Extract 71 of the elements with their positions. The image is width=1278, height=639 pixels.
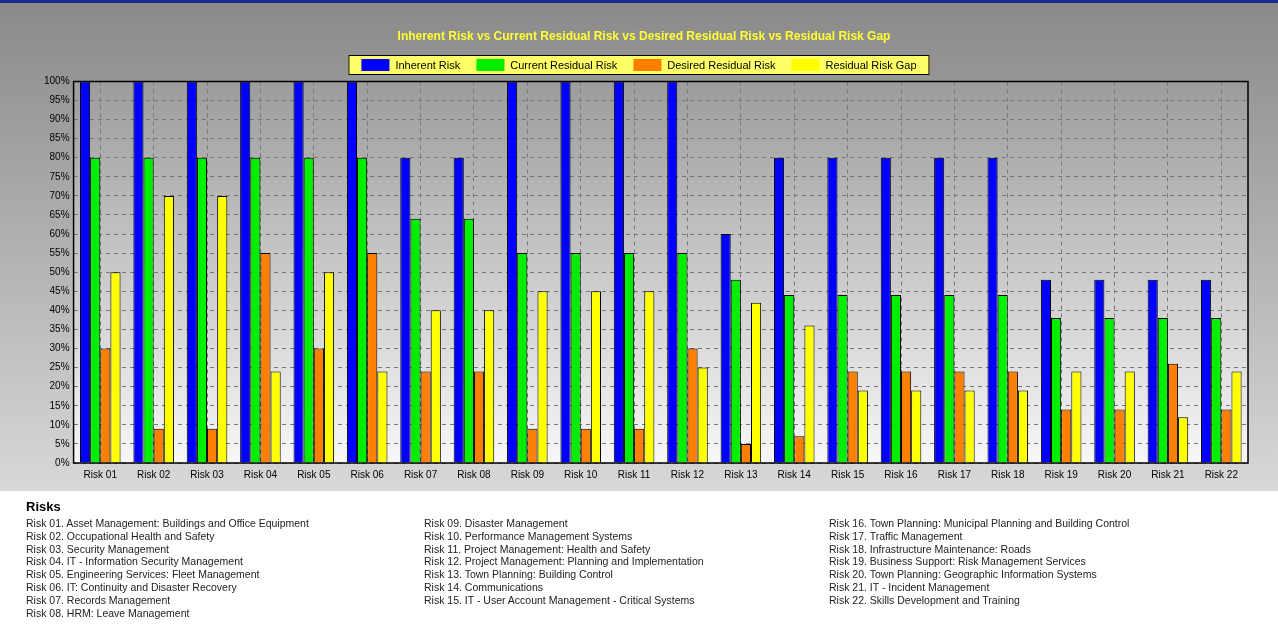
- text: Risk 07. Records Management: [26, 593, 172, 607]
- x-tick-label: Risk 06: [350, 468, 385, 480]
- y-tick-label: 10%: [49, 418, 70, 430]
- y-tick-label: 75%: [49, 170, 70, 182]
- text: Risk 20. Town Planning: Geographic Information Systems: [829, 568, 1098, 581]
- y-tick-label: 15%: [49, 399, 70, 411]
- x-tick-label: Risk 01: [83, 468, 118, 480]
- y-tick-label: 20%: [49, 380, 70, 392]
- text: Risk 03. Security Management: [26, 542, 170, 556]
- x-tick-label: Risk 15: [830, 468, 865, 480]
- y-tick-label: 95%: [49, 94, 70, 106]
- y-tick-label: 30%: [49, 342, 70, 354]
- x-tick-label: Risk 05: [297, 468, 331, 480]
- x-tick-label: Risk 07: [403, 468, 438, 480]
- x-tick-label: Risk 19: [1044, 468, 1079, 480]
- y-tick-label: 100%: [44, 75, 70, 87]
- text: Risk 02. Occupational Health and Safety: [26, 529, 216, 543]
- text: Risk 05. Engineering Services: Fleet Management: [26, 568, 261, 581]
- text: Risk 10. Performance Management Systems: [424, 529, 634, 543]
- y-tick-label: 90%: [49, 113, 70, 125]
- x-tick-label: Risk 20: [1097, 468, 1132, 480]
- text: Risk 19. Business Support: Risk Management Services: [829, 555, 1087, 569]
- x-tick-label: Risk 12: [670, 468, 705, 480]
- y-tick-label: 70%: [49, 189, 70, 201]
- text: Risk 11. Project Management: Health and Safety: [424, 542, 652, 556]
- y-tick-label: 80%: [49, 151, 70, 163]
- text: Risk 08. HRM: Leave Management: [26, 606, 191, 620]
- y-tick-label: 25%: [49, 361, 70, 373]
- y-tick-label: 65%: [49, 208, 70, 220]
- y-tick-label: 60%: [49, 227, 70, 239]
- y-tick-label: 5%: [55, 437, 70, 449]
- x-tick-label: Risk 10: [564, 468, 598, 480]
- x-tick-label: Risk 21: [1151, 468, 1186, 480]
- y-tick-label: 50%: [49, 265, 70, 277]
- text: Risk 04. IT - Information Security Management: [26, 555, 244, 569]
- text: Risk 12. Project Management: Planning and Implementation: [424, 555, 704, 569]
- x-tick-label: Risk 22: [1204, 468, 1239, 480]
- text: Risk 06. IT: Continuity and Disaster Recovery: [26, 580, 238, 594]
- x-tick-label: Risk 03: [190, 468, 225, 480]
- text: Risk 16. Town Planning: Municipal Planning and Building Control: [829, 517, 1130, 530]
- y-tick-label: 40%: [49, 304, 70, 316]
- text: Risk 09. Disaster Management: [424, 517, 569, 530]
- text: Risk 13. Town Planning: Building Control: [424, 568, 614, 581]
- text: Risk 18. Infrastructure Maintenance: Roads: [829, 542, 1032, 556]
- legend-label: Current Residual Risk: [510, 59, 618, 71]
- y-tick-label: 45%: [49, 285, 70, 297]
- x-tick-label: Risk 16: [884, 468, 919, 480]
- x-tick-label: Risk 17: [937, 468, 972, 480]
- x-tick-label: Risk 04: [243, 468, 278, 480]
- legend-label: Residual Risk Gap: [825, 59, 917, 71]
- text: Risk 01. Asset Management: Buildings and Office Equipment: [26, 517, 309, 530]
- text: Risk 21. IT - Incident Management: [829, 580, 991, 594]
- x-tick-label: Risk 18: [991, 468, 1025, 480]
- y-tick-label: 35%: [49, 323, 70, 335]
- y-tick-label: 85%: [49, 132, 70, 144]
- y-tick-label: 55%: [49, 246, 70, 258]
- legend-label: Desired Residual Risk: [667, 59, 776, 71]
- text: Risk 15. IT - User Account Management - Critical Systems: [424, 593, 696, 607]
- y-tick-label: 0%: [55, 456, 70, 468]
- x-tick-label: Risk 09: [510, 468, 545, 480]
- text: Risk 17. Traffic Management: [829, 529, 964, 543]
- chart-title: Inherent Risk vs Current Residual Risk vs Desired Residual Risk vs Residual Risk Gap: [397, 28, 891, 43]
- legend-label: Inherent Risk: [395, 59, 461, 71]
- text: Risks: [26, 499, 61, 514]
- text: Risk 22. Skills Development and Training: [829, 593, 1021, 607]
- x-tick-label: Risk 11: [617, 468, 651, 480]
- x-tick-label: Risk 14: [777, 468, 812, 480]
- x-tick-label: Risk 08: [457, 468, 492, 480]
- text: Risk 14. Communications: [424, 580, 545, 594]
- x-tick-label: Risk 13: [724, 468, 758, 480]
- x-tick-label: Risk 02: [136, 468, 171, 480]
